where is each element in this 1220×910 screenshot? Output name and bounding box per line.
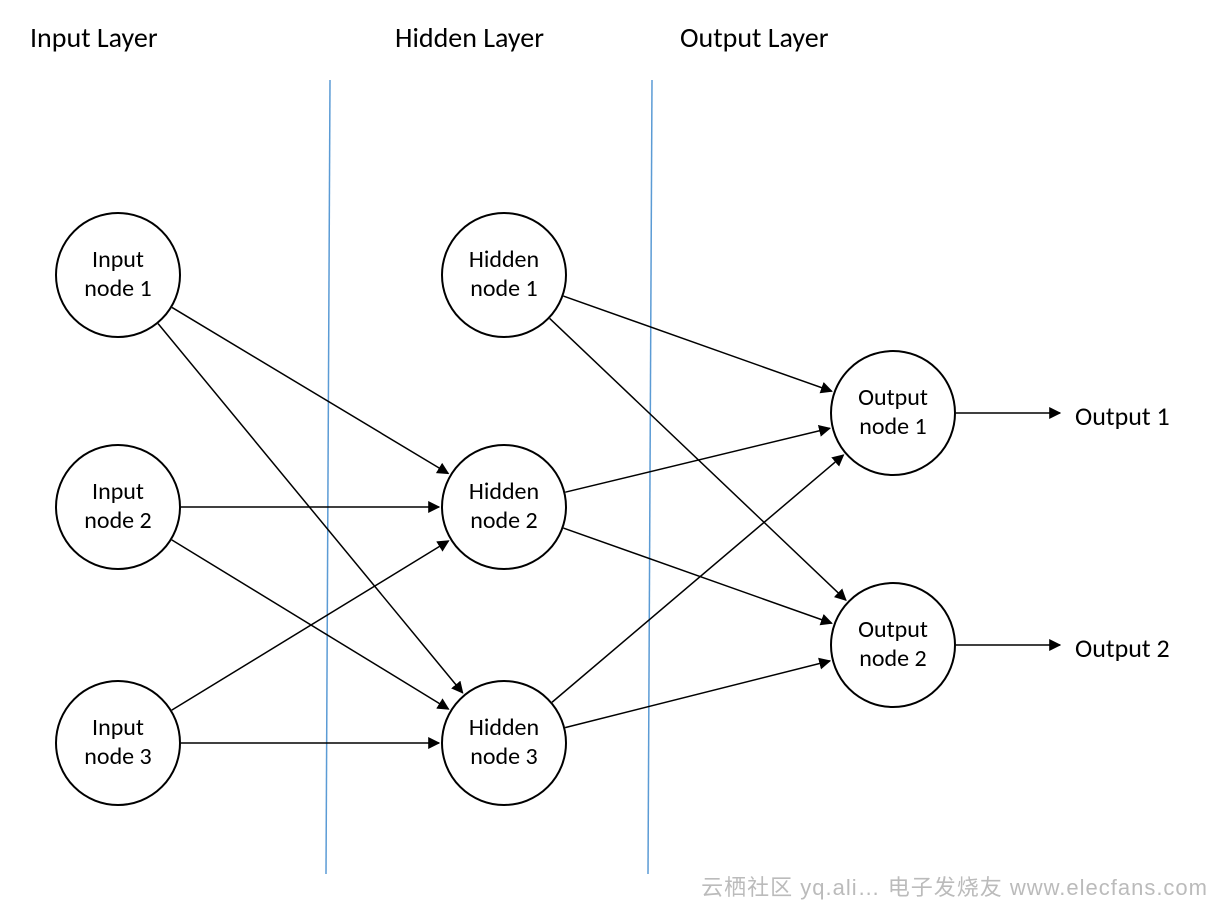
hidden-layer-title: Hidden Layer [395, 20, 544, 55]
node-h1: Hiddennode 1 [441, 212, 567, 338]
output-label: Output 2 [1075, 632, 1170, 664]
node-label: Inputnode 3 [84, 714, 151, 772]
edge [565, 428, 830, 492]
node-o1: Outputnode 1 [830, 350, 956, 476]
node-label: Hiddennode 1 [469, 246, 539, 304]
node-in2: Inputnode 2 [55, 444, 181, 570]
output-layer-title: Output Layer [680, 20, 828, 55]
layer-separator [326, 80, 330, 874]
node-h2: Hiddennode 2 [441, 444, 567, 570]
edge [172, 541, 449, 710]
node-label: Hiddennode 2 [469, 478, 539, 536]
node-in1: Inputnode 1 [55, 212, 181, 338]
node-label: Inputnode 1 [84, 246, 151, 304]
edge [563, 296, 831, 391]
layer-separator [648, 80, 652, 874]
node-label: Outputnode 1 [858, 384, 928, 442]
node-in3: Inputnode 3 [55, 680, 181, 806]
input-layer-title: Input Layer [30, 20, 158, 55]
edge [172, 307, 448, 473]
edge [563, 528, 831, 623]
edge [552, 455, 843, 702]
watermark: 云栖社区 yq.ali… 电子发烧友 www.elecfans.com [701, 870, 1208, 902]
edge [172, 540, 449, 709]
edge [565, 661, 830, 728]
edges-layer [0, 0, 1220, 910]
node-label: Outputnode 2 [858, 616, 928, 674]
node-o2: Outputnode 2 [830, 582, 956, 708]
node-h3: Hiddennode 3 [441, 680, 567, 806]
node-label: Hiddennode 3 [469, 714, 539, 772]
edge [158, 324, 463, 693]
node-label: Inputnode 2 [84, 478, 151, 536]
edge [550, 318, 846, 600]
output-label: Output 1 [1075, 400, 1170, 432]
